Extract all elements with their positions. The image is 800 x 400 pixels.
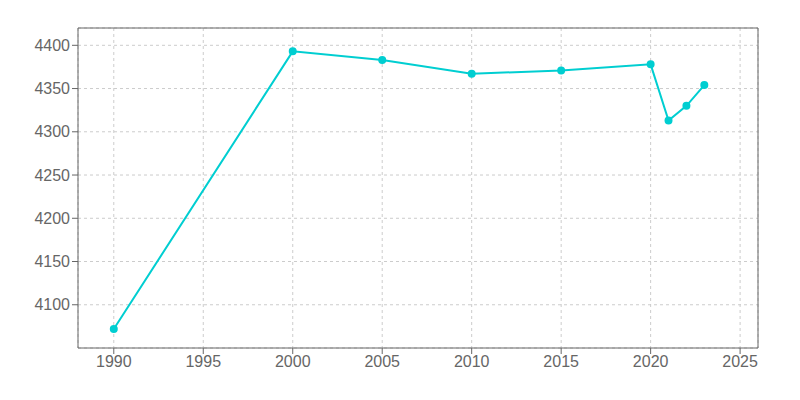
svg-text:4250: 4250: [34, 167, 70, 184]
svg-text:2025: 2025: [722, 353, 758, 370]
svg-text:2020: 2020: [633, 353, 669, 370]
svg-text:4300: 4300: [34, 123, 70, 140]
svg-text:4350: 4350: [34, 80, 70, 97]
svg-text:2015: 2015: [543, 353, 579, 370]
svg-text:2010: 2010: [454, 353, 490, 370]
svg-text:4100: 4100: [34, 296, 70, 313]
svg-text:4150: 4150: [34, 253, 70, 270]
svg-text:1995: 1995: [185, 353, 221, 370]
svg-text:2005: 2005: [364, 353, 400, 370]
svg-text:4400: 4400: [34, 37, 70, 54]
svg-text:2000: 2000: [275, 353, 311, 370]
svg-text:1990: 1990: [96, 353, 132, 370]
svg-text:4200: 4200: [34, 210, 70, 227]
